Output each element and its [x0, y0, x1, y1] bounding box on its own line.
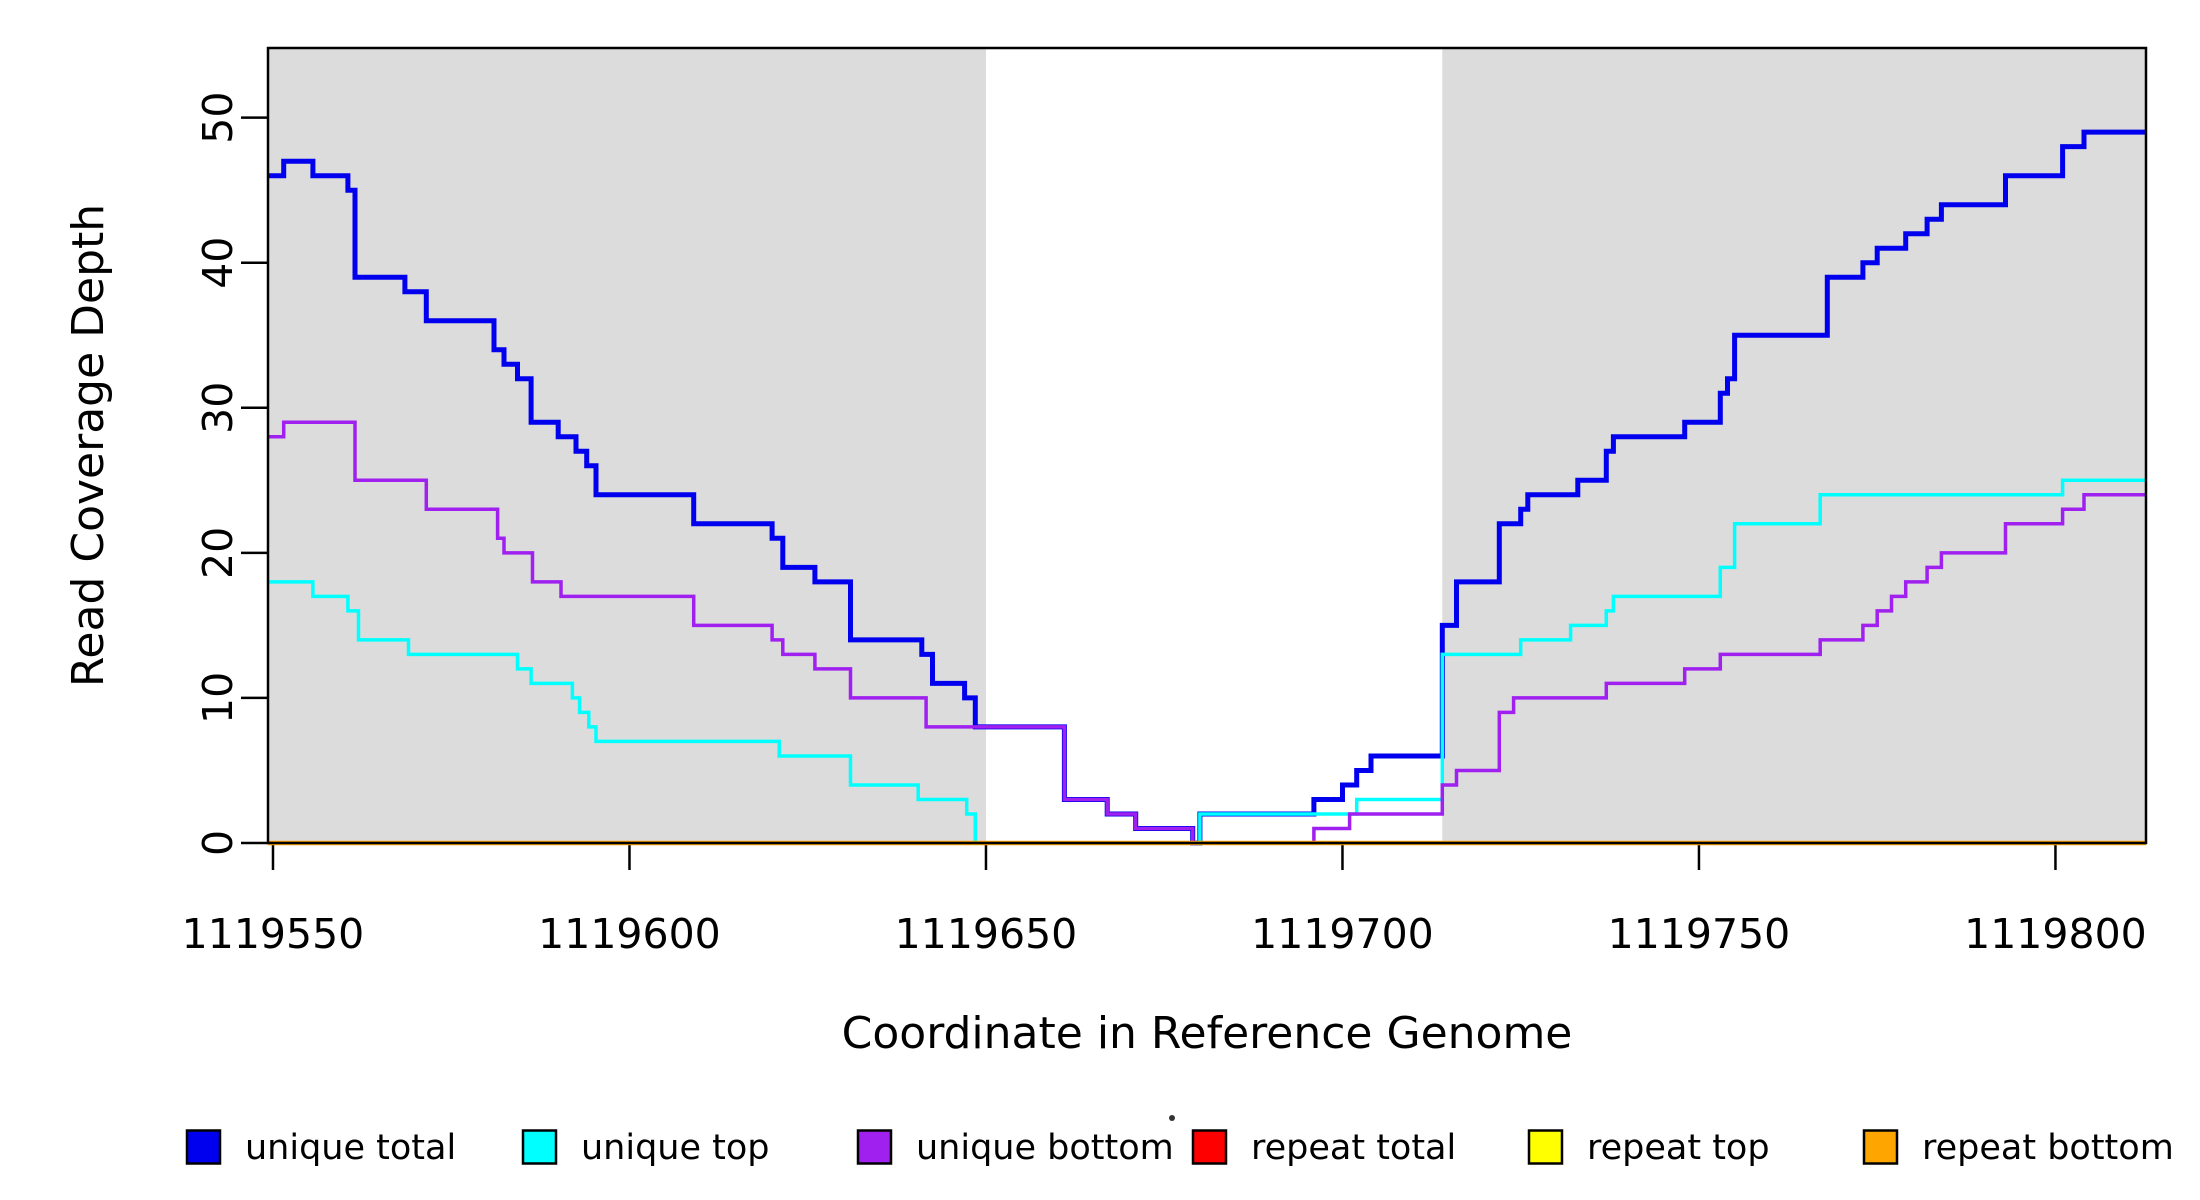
legend-swatch-repeat-top	[1527, 1129, 1564, 1165]
y-tick-label: 20	[194, 527, 242, 579]
y-tick-label: 10	[194, 672, 242, 724]
legend-label-repeat-bottom: repeat bottom	[1922, 1128, 2174, 1168]
x-tick-label: 1119700	[1251, 910, 1434, 958]
y-tick-label: 0	[194, 830, 242, 856]
legend-swatch-unique-total	[185, 1129, 222, 1165]
legend-label-unique-total: unique total	[245, 1128, 456, 1168]
x-axis-title: Coordinate in Reference Genome	[842, 1008, 1573, 1059]
x-tick-label: 1119800	[1964, 910, 2147, 958]
plot-border	[266, 46, 2148, 845]
legend-label-repeat-total: repeat total	[1251, 1128, 1456, 1168]
y-axis-title: Read Coverage Depth	[63, 204, 114, 687]
y-tick-label: 40	[194, 237, 242, 289]
legend-label-unique-bottom: unique bottom	[916, 1128, 1174, 1168]
y-tick-label: 50	[194, 92, 242, 144]
x-tick-label: 1119750	[1608, 910, 1791, 958]
shaded-region-0	[268, 49, 986, 842]
legend-swatch-unique-bottom	[856, 1129, 893, 1165]
x-tick-label: 1119650	[895, 910, 1078, 958]
series-unique-bottom	[268, 420, 2146, 845]
legend-swatch-repeat-total	[1191, 1129, 1228, 1165]
y-tick-label: 30	[194, 382, 242, 434]
shaded-region-1	[1442, 49, 2146, 842]
x-tick-label: 1119600	[538, 910, 721, 958]
legend-label-repeat-top: repeat top	[1587, 1128, 1770, 1168]
legend-swatch-repeat-bottom	[1862, 1129, 1899, 1165]
legend-label-unique-top: unique top	[581, 1128, 770, 1168]
legend-swatch-unique-top	[521, 1129, 558, 1165]
stray-dot	[1169, 1115, 1175, 1121]
x-tick-label: 1119550	[182, 910, 365, 958]
series-unique-top	[268, 478, 2146, 845]
